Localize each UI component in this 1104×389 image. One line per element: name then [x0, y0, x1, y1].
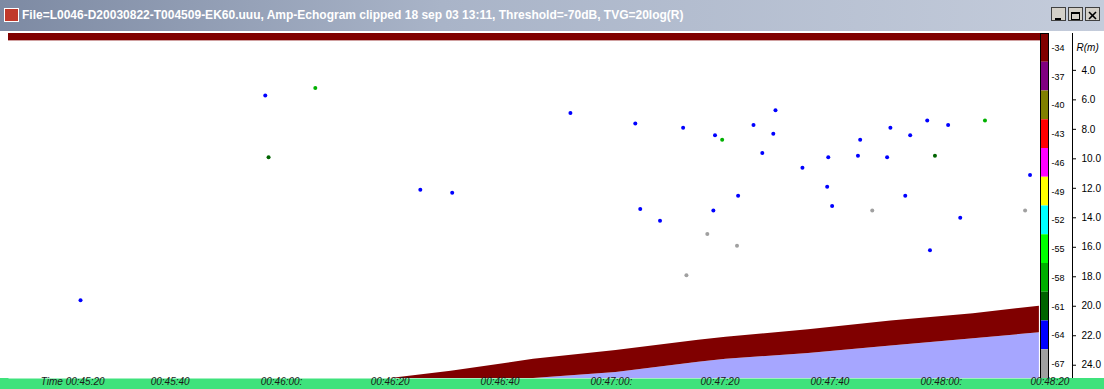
svg-text:16.0: 16.0	[1082, 241, 1102, 252]
svg-text:00:47:00:: 00:47:00:	[591, 376, 633, 387]
svg-text:6.0: 6.0	[1082, 94, 1096, 105]
svg-text:-52: -52	[1052, 215, 1065, 225]
svg-text:-43: -43	[1052, 129, 1065, 139]
svg-text:Time 00:45:20: Time 00:45:20	[41, 376, 105, 387]
svg-text:-37: -37	[1052, 72, 1065, 82]
svg-text:20.0: 20.0	[1082, 300, 1102, 311]
svg-text:00:46:00:: 00:46:00:	[261, 376, 303, 387]
svg-text:-49: -49	[1052, 187, 1065, 197]
svg-text:12.0: 12.0	[1082, 183, 1102, 194]
svg-text:-46: -46	[1052, 158, 1065, 168]
svg-text:-58: -58	[1052, 273, 1065, 283]
svg-text:-61: -61	[1052, 302, 1065, 312]
svg-text:18.0: 18.0	[1082, 271, 1102, 282]
svg-text:22.0: 22.0	[1082, 330, 1102, 341]
svg-text:00:46:40: 00:46:40	[481, 376, 520, 387]
svg-text:00:45:40: 00:45:40	[151, 376, 190, 387]
svg-text:-64: -64	[1052, 330, 1065, 340]
svg-text:10.0: 10.0	[1082, 153, 1102, 164]
svg-text:4.0: 4.0	[1082, 65, 1096, 76]
svg-text:14.0: 14.0	[1082, 212, 1102, 223]
svg-text:8.0: 8.0	[1082, 124, 1096, 135]
svg-text:00:46:20: 00:46:20	[371, 376, 410, 387]
svg-text:00:47:20: 00:47:20	[701, 376, 740, 387]
svg-text:-67: -67	[1052, 359, 1065, 369]
svg-text:R(m): R(m)	[1077, 42, 1099, 53]
svg-text:24.0: 24.0	[1082, 359, 1102, 370]
svg-text:-34: -34	[1052, 43, 1065, 53]
svg-text:-55: -55	[1052, 244, 1065, 254]
svg-text:00:48:00:: 00:48:00:	[920, 376, 962, 387]
svg-text:00:48:20: 00:48:20	[1030, 376, 1069, 387]
svg-text:00:47:40: 00:47:40	[810, 376, 849, 387]
svg-text:-40: -40	[1052, 100, 1065, 110]
html-text:File=L0046-D20030822-T004509-E: File=L0046-D20030822-T004509-EK60.uuu, A…	[22, 8, 684, 22]
